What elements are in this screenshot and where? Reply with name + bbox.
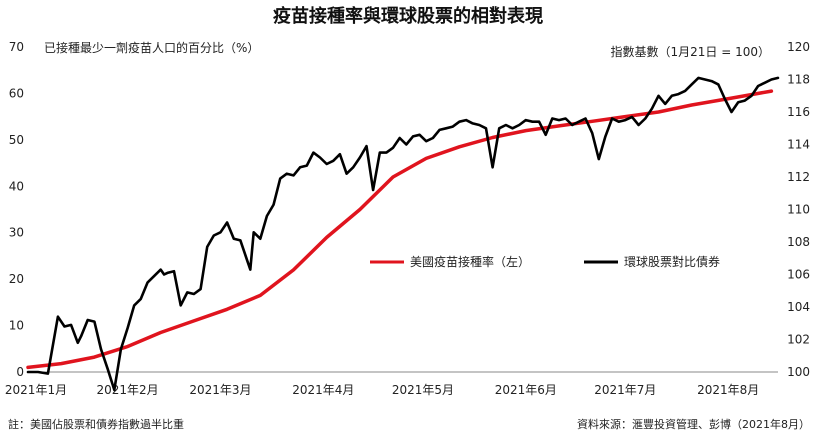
left-tick-label: 10 xyxy=(9,319,24,333)
x-tick-label: 2021年2月 xyxy=(96,383,158,397)
x-tick-label: 2021年6月 xyxy=(495,383,557,397)
right-tick-label: 102 xyxy=(787,333,810,347)
x-tick-label: 2021年1月 xyxy=(5,383,67,397)
chart-title: 疫苗接種率與環球股票的相對表現 xyxy=(273,5,543,27)
left-tick-label: 30 xyxy=(9,226,24,240)
x-tick-label: 2021年3月 xyxy=(189,383,251,397)
left-axis-label: 已接種最少一劑疫苗人口的百分比（%） xyxy=(44,40,259,55)
series-line xyxy=(26,76,780,392)
right-tick-label: 118 xyxy=(787,73,810,87)
right-tick-label: 120 xyxy=(787,40,810,54)
x-tick-label: 2021年4月 xyxy=(292,383,354,397)
right-tick-label: 100 xyxy=(787,365,810,379)
right-axis-label: 指數基數（1月21日 = 100） xyxy=(611,44,771,59)
right-tick-label: 104 xyxy=(787,300,810,314)
left-tick-label: 20 xyxy=(9,272,24,286)
legend-label: 環球股票對比債券 xyxy=(624,254,720,269)
x-tick-label: 2021年5月 xyxy=(392,383,454,397)
left-tick-label: 50 xyxy=(9,133,24,147)
right-tick-label: 116 xyxy=(787,105,810,119)
legend: 美國疫苗接種率（左） 環球股票對比債券 xyxy=(370,254,720,269)
series-lines xyxy=(26,76,780,392)
x-tick-label: 2021年7月 xyxy=(594,383,656,397)
source-note: 資料來源：滙豐投資管理、彭博（2021年8月） xyxy=(577,417,810,431)
right-tick-label: 114 xyxy=(787,138,810,152)
series-line xyxy=(26,89,774,370)
left-tick-label: 60 xyxy=(9,86,24,100)
right-tick-label: 110 xyxy=(787,203,810,217)
left-tick-label: 40 xyxy=(9,179,24,193)
x-axis-ticks: 2021年1月 2021年2月 2021年3月 2021年4月 2021年5月 2021年… xyxy=(5,383,759,397)
left-axis-ticks: 0 10 20 30 40 50 60 70 xyxy=(9,40,24,379)
right-tick-label: 108 xyxy=(787,235,810,249)
footnote: 註：美國佔股票和債券指數過半比重 xyxy=(8,417,184,431)
left-tick-label: 0 xyxy=(16,365,24,379)
x-tick-label: 2021年8月 xyxy=(697,383,759,397)
right-axis-ticks: 100 102 104 106 108 110 112 114 116 118 120 xyxy=(787,40,810,379)
left-tick-label: 70 xyxy=(9,40,24,54)
legend-label: 美國疫苗接種率（左） xyxy=(410,254,530,269)
right-tick-label: 106 xyxy=(787,268,810,282)
right-tick-label: 112 xyxy=(787,170,810,184)
